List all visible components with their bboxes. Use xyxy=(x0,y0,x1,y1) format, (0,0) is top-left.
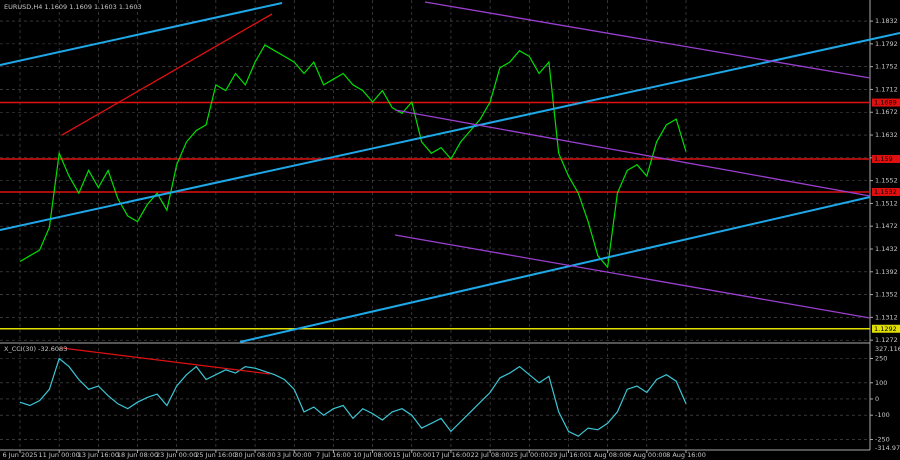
x-tick-label: 10 Jul 08:00 xyxy=(353,451,392,459)
y-tick-label: 1.1632 xyxy=(875,131,898,139)
level-label: 1.1532 xyxy=(874,188,897,196)
x-tick-label: 17 Jul 16:00 xyxy=(431,451,470,459)
y-tick-label: 250 xyxy=(875,354,887,362)
x-tick-label: 23 Jun 00:00 xyxy=(156,451,197,459)
y-tick-label: 0 xyxy=(875,395,879,403)
y-tick-label: 1.1432 xyxy=(875,245,898,253)
channel-line xyxy=(394,109,871,197)
y-limit-label: -314.975 xyxy=(875,444,900,452)
y-limit-label: 327.116 xyxy=(875,345,900,353)
y-tick-label: 1.1312 xyxy=(875,313,898,321)
y-tick-label: 1.1392 xyxy=(875,268,898,276)
price-line xyxy=(19,357,687,437)
trend-line xyxy=(239,196,871,343)
y-tick-label: 1.1792 xyxy=(875,40,898,48)
level-label-box xyxy=(872,188,900,197)
y-tick-label: -100 xyxy=(875,411,890,419)
level-label-box xyxy=(872,324,900,333)
y-tick-label: 1.1352 xyxy=(875,291,898,299)
divergence-line xyxy=(61,347,271,375)
y-tick-label: 1.1512 xyxy=(875,199,898,207)
y-tick-label: 1.1712 xyxy=(875,85,898,93)
level-label-box xyxy=(872,154,900,163)
trend-line xyxy=(0,32,900,231)
level-label: 1.1292 xyxy=(874,325,897,333)
chart-title: EURUSD,H4 1.1609 1.1609 1.1603 1.1603 xyxy=(4,3,142,11)
price-line xyxy=(19,44,687,269)
x-tick-label: 8 Aug 16:00 xyxy=(666,451,706,459)
channel-line xyxy=(394,234,871,319)
y-tick-label: 1.1272 xyxy=(875,336,898,344)
y-tick-label: 1.1752 xyxy=(875,63,898,71)
y-tick-label: 1.1672 xyxy=(875,108,898,116)
analysis-drawings xyxy=(0,1,900,375)
x-tick-label: 25 Jun 16:00 xyxy=(195,451,236,459)
y-tick-label: 100 xyxy=(875,379,887,387)
x-tick-label: 25 Jul 00:00 xyxy=(510,451,549,459)
x-tick-label: 30 Jun 08:00 xyxy=(234,451,275,459)
x-tick-label: 3 Jul 00:00 xyxy=(277,451,312,459)
level-label: 1.159 xyxy=(874,155,893,163)
divergence-line xyxy=(61,13,273,136)
channel-line xyxy=(424,1,871,79)
x-tick-label: 7 Jul 16:00 xyxy=(316,451,351,459)
y-tick-label: -250 xyxy=(875,435,890,443)
indicator-title: X_CCI(30) -32.6083 xyxy=(4,345,67,353)
x-tick-label: 15 Jul 00:00 xyxy=(392,451,431,459)
level-label-box xyxy=(872,98,900,107)
x-tick-label: 6 Jun 2025 xyxy=(3,451,38,459)
x-tick-label: 13 Jun 16:00 xyxy=(78,451,119,459)
x-tick-label: 18 Jun 08:00 xyxy=(117,451,158,459)
x-tick-label: 1 Aug 08:00 xyxy=(588,451,628,459)
x-tick-label: 11 Jun 00:00 xyxy=(39,451,80,459)
trend-line xyxy=(0,2,283,66)
level-label: 1.1689 xyxy=(874,99,897,107)
x-tick-label: 6 Aug 00:00 xyxy=(627,451,667,459)
y-tick-label: 1.1472 xyxy=(875,222,898,230)
y-tick-label: 1.1832 xyxy=(875,17,898,25)
x-tick-label: 29 Jul 16:00 xyxy=(549,451,588,459)
y-tick-label: 1.1552 xyxy=(875,177,898,185)
x-tick-label: 22 Jul 08:00 xyxy=(471,451,510,459)
